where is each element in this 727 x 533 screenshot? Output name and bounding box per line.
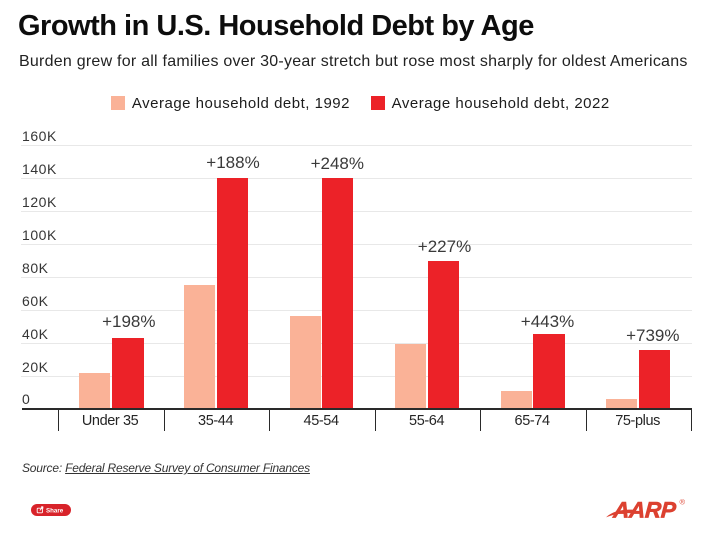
svg-text:AARP: AARP [612,497,677,522]
svg-text:Share: Share [46,508,64,515]
svg-text:®: ® [680,498,686,507]
